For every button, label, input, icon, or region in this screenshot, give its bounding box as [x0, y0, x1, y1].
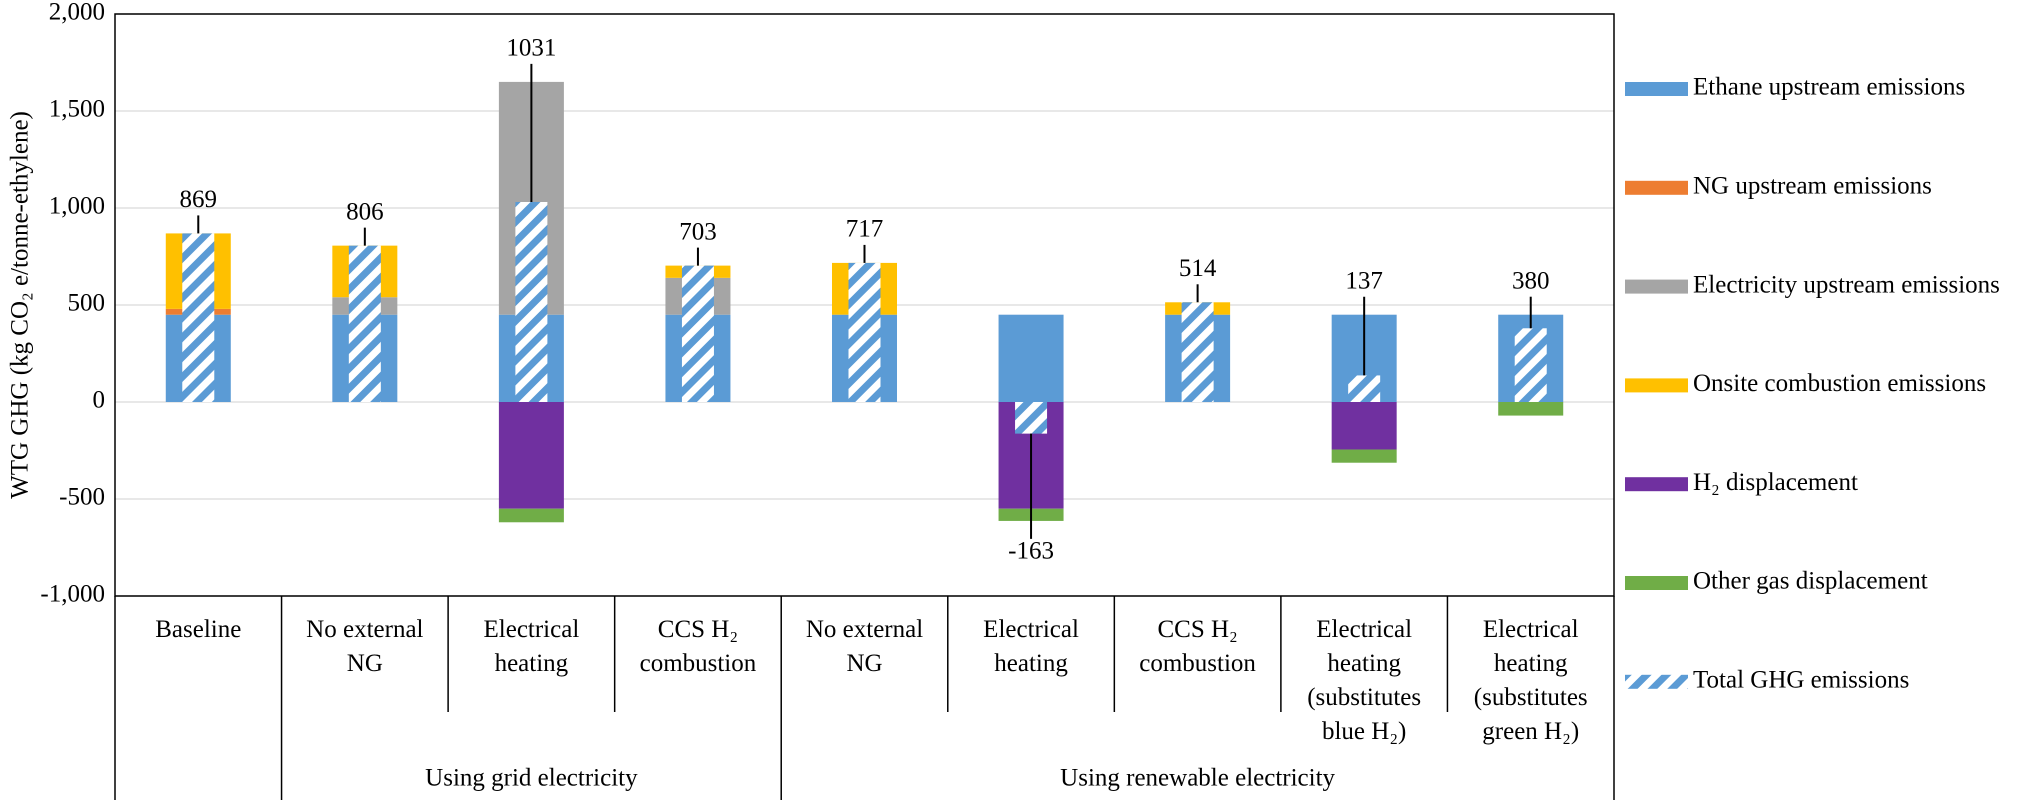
legend-swatch — [1625, 477, 1688, 492]
x-tick-label: CCS H₂ combustion — [1139, 616, 1256, 677]
y-tick-label: 500 — [68, 290, 106, 317]
bar-segment — [998, 314, 1064, 402]
data-label: 717 — [846, 216, 884, 243]
bar-segment — [1498, 402, 1564, 416]
bar-segment — [498, 402, 564, 509]
legend-swatch — [1625, 674, 1688, 689]
legend-swatch — [1625, 82, 1688, 96]
legend-swatch — [1625, 279, 1688, 294]
x-tick-label: Electrical heating — [983, 616, 1079, 677]
total-bar — [1348, 375, 1381, 402]
x-tick-label: Electrical heating — [484, 616, 580, 677]
x-tick-label: No external NG — [806, 616, 923, 677]
legend-swatch — [1625, 576, 1688, 590]
y-tick-label: 1,500 — [49, 96, 105, 123]
bar-segment — [1331, 449, 1397, 463]
legend-label: Total GHG emissions — [1693, 667, 1909, 694]
legend-label: NG upstream emissions — [1693, 173, 1932, 200]
x-tick-label: Baseline — [155, 616, 241, 643]
legend-swatch — [1625, 378, 1688, 393]
legend-swatch — [1625, 180, 1688, 195]
total-bar — [182, 233, 215, 402]
group-label: Using renewable electricity — [1060, 765, 1335, 792]
y-tick-label: 0 — [93, 387, 106, 414]
data-label: 380 — [1512, 267, 1550, 294]
y-tick-label: -1,000 — [40, 581, 105, 608]
x-tick-label: No external NG — [306, 616, 423, 677]
data-label: 137 — [1345, 267, 1383, 294]
group-label: Using grid electricity — [425, 765, 638, 792]
x-tick-label: Electrical heating (substitutes green H₂) — [1474, 616, 1588, 745]
legend-label: Other gas displacement — [1693, 568, 1928, 595]
total-bar — [848, 262, 881, 402]
x-tick-label: CCS H₂ combustion — [640, 616, 757, 677]
legend-label: Ethane upstream emissions — [1693, 74, 1965, 101]
total-bar — [1015, 402, 1048, 434]
data-label: -163 — [1008, 538, 1054, 565]
data-label: 869 — [180, 186, 218, 213]
bar-segment — [498, 508, 564, 523]
total-bar — [681, 265, 714, 402]
y-tick-label: 1,000 — [49, 193, 105, 220]
data-label: 806 — [346, 198, 384, 225]
legend-label: H₂ displacement — [1693, 469, 1858, 496]
y-tick-label: 2,000 — [49, 0, 105, 26]
data-label: 514 — [1179, 255, 1217, 282]
total-bar — [1514, 328, 1547, 402]
total-bar — [515, 201, 548, 402]
total-bar — [348, 245, 381, 402]
plot-frame — [114, 13, 1615, 597]
bar-segment — [1331, 402, 1397, 450]
legend-label: Electricity upstream emissions — [1693, 271, 2000, 298]
y-axis-label: WTG GHG (kg CO₂ e/tonne-ethylene) — [7, 111, 34, 499]
data-label: 1031 — [506, 35, 556, 62]
y-tick-label: -500 — [59, 484, 105, 511]
x-tick-label: Electrical heating (substitutes blue H₂) — [1307, 616, 1421, 745]
total-bar — [1181, 302, 1214, 402]
data-label: 703 — [679, 218, 717, 245]
legend-label: Onsite combustion emissions — [1693, 370, 1986, 397]
